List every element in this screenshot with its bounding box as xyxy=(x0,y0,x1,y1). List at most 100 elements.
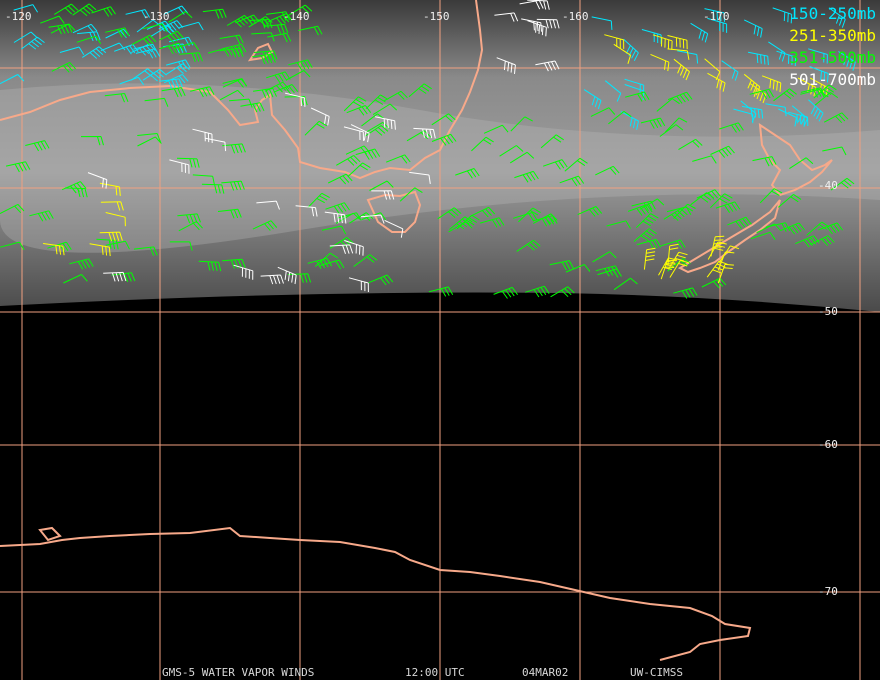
wind-barb xyxy=(111,272,136,283)
wind-barb xyxy=(604,34,625,49)
footer-time: 12:00 UTC xyxy=(405,666,465,679)
wind-barb xyxy=(428,286,454,297)
wind-barb xyxy=(636,238,662,250)
wind-barb xyxy=(661,239,686,249)
wind-barb xyxy=(789,157,814,170)
wind-barb xyxy=(496,57,516,74)
wind-barb xyxy=(640,117,666,129)
longitude-label: -170 xyxy=(703,10,730,23)
wind-barb xyxy=(264,81,290,93)
wind-barb xyxy=(710,193,733,209)
wind-barb xyxy=(222,258,246,269)
wind-barb xyxy=(822,146,847,156)
wind-barb xyxy=(252,53,276,65)
wind-barb xyxy=(21,36,45,50)
wind-barb xyxy=(163,43,187,54)
wind-barb xyxy=(29,210,54,222)
wind-barb xyxy=(667,35,688,50)
wind-barb xyxy=(583,89,602,110)
wind-barb xyxy=(527,20,547,37)
wind-barb xyxy=(749,82,767,104)
legend-entry: 150-250mb xyxy=(789,4,876,23)
wind-barb xyxy=(87,172,108,189)
wind-barb xyxy=(347,162,371,177)
wind-barb xyxy=(667,243,679,266)
wind-barb xyxy=(251,32,275,42)
wind-barb xyxy=(137,133,161,143)
wind-barb xyxy=(658,257,678,276)
wind-barb xyxy=(222,143,246,154)
wind-barb xyxy=(131,34,157,46)
wind-barb xyxy=(131,43,156,56)
wind-barb xyxy=(176,157,200,168)
wind-barb xyxy=(190,86,215,98)
wind-barb xyxy=(741,105,764,119)
wind-barb xyxy=(307,257,333,270)
wind-barb xyxy=(256,200,280,210)
wind-barb xyxy=(749,88,775,100)
wind-barb xyxy=(310,107,330,126)
wind-barb xyxy=(540,134,564,149)
wind-barb xyxy=(165,63,190,76)
wind-barb xyxy=(76,35,102,44)
wind-barb xyxy=(778,108,797,127)
wind-barb xyxy=(287,273,312,283)
antarctica-coast xyxy=(0,526,752,661)
wind-barb xyxy=(750,231,776,240)
wind-barb xyxy=(494,12,519,22)
wind-barb xyxy=(408,83,432,98)
wind-barbs xyxy=(0,0,856,299)
wind-barb xyxy=(337,212,362,221)
wind-barb xyxy=(513,212,538,222)
wind-barb xyxy=(0,203,25,214)
wind-barb xyxy=(350,124,370,143)
wind-barb xyxy=(652,34,673,50)
wind-barb xyxy=(295,205,318,217)
wind-barb xyxy=(82,46,107,59)
latitude-label: -40 xyxy=(818,179,838,192)
wind-barb xyxy=(158,20,184,33)
longitude-labels: -120 -130 -140 -150 -160 -170 xyxy=(5,10,730,23)
longitude-label: -130 xyxy=(143,10,170,23)
latitude-label: -60 xyxy=(818,438,838,451)
wind-barb xyxy=(364,125,389,137)
wind-barb xyxy=(386,154,411,164)
wind-barb xyxy=(761,75,782,92)
wind-barb xyxy=(202,8,227,19)
wind-barb xyxy=(636,213,659,229)
wind-barb xyxy=(455,168,480,179)
wind-barb xyxy=(809,66,829,83)
wind-barb xyxy=(431,133,457,146)
wind-barb xyxy=(527,0,550,10)
wind-barb xyxy=(690,22,709,43)
wind-barb xyxy=(808,99,824,122)
wind-barb xyxy=(91,6,116,17)
wind-barb xyxy=(514,170,539,183)
wind-barb xyxy=(5,161,31,173)
wind-barb xyxy=(371,190,395,200)
wind-barb xyxy=(375,116,396,130)
wind-barb xyxy=(810,235,835,246)
wind-barb xyxy=(564,157,588,172)
wind-barb xyxy=(777,193,802,208)
wind-barb xyxy=(499,145,524,157)
wind-barb xyxy=(77,31,101,42)
wind-barb xyxy=(543,159,568,170)
longitude-label: -160 xyxy=(562,10,589,23)
wind-barb xyxy=(336,154,361,166)
wind-barb xyxy=(288,59,313,71)
wind-barb xyxy=(192,174,215,186)
wind-barb xyxy=(63,274,88,284)
wind-barb xyxy=(399,187,423,202)
wind-barb xyxy=(606,220,631,229)
wind-barb xyxy=(813,84,837,99)
wind-barb xyxy=(51,61,77,73)
wind-barb xyxy=(479,217,505,228)
wind-barb xyxy=(192,128,213,144)
wind-barb xyxy=(536,18,560,29)
wind-barb xyxy=(99,231,123,242)
wind-barb xyxy=(221,180,245,191)
legend: 150-250mb 251-350mb 351-500mb 501-700mb xyxy=(789,4,876,89)
latitude-label: -70 xyxy=(818,585,838,598)
